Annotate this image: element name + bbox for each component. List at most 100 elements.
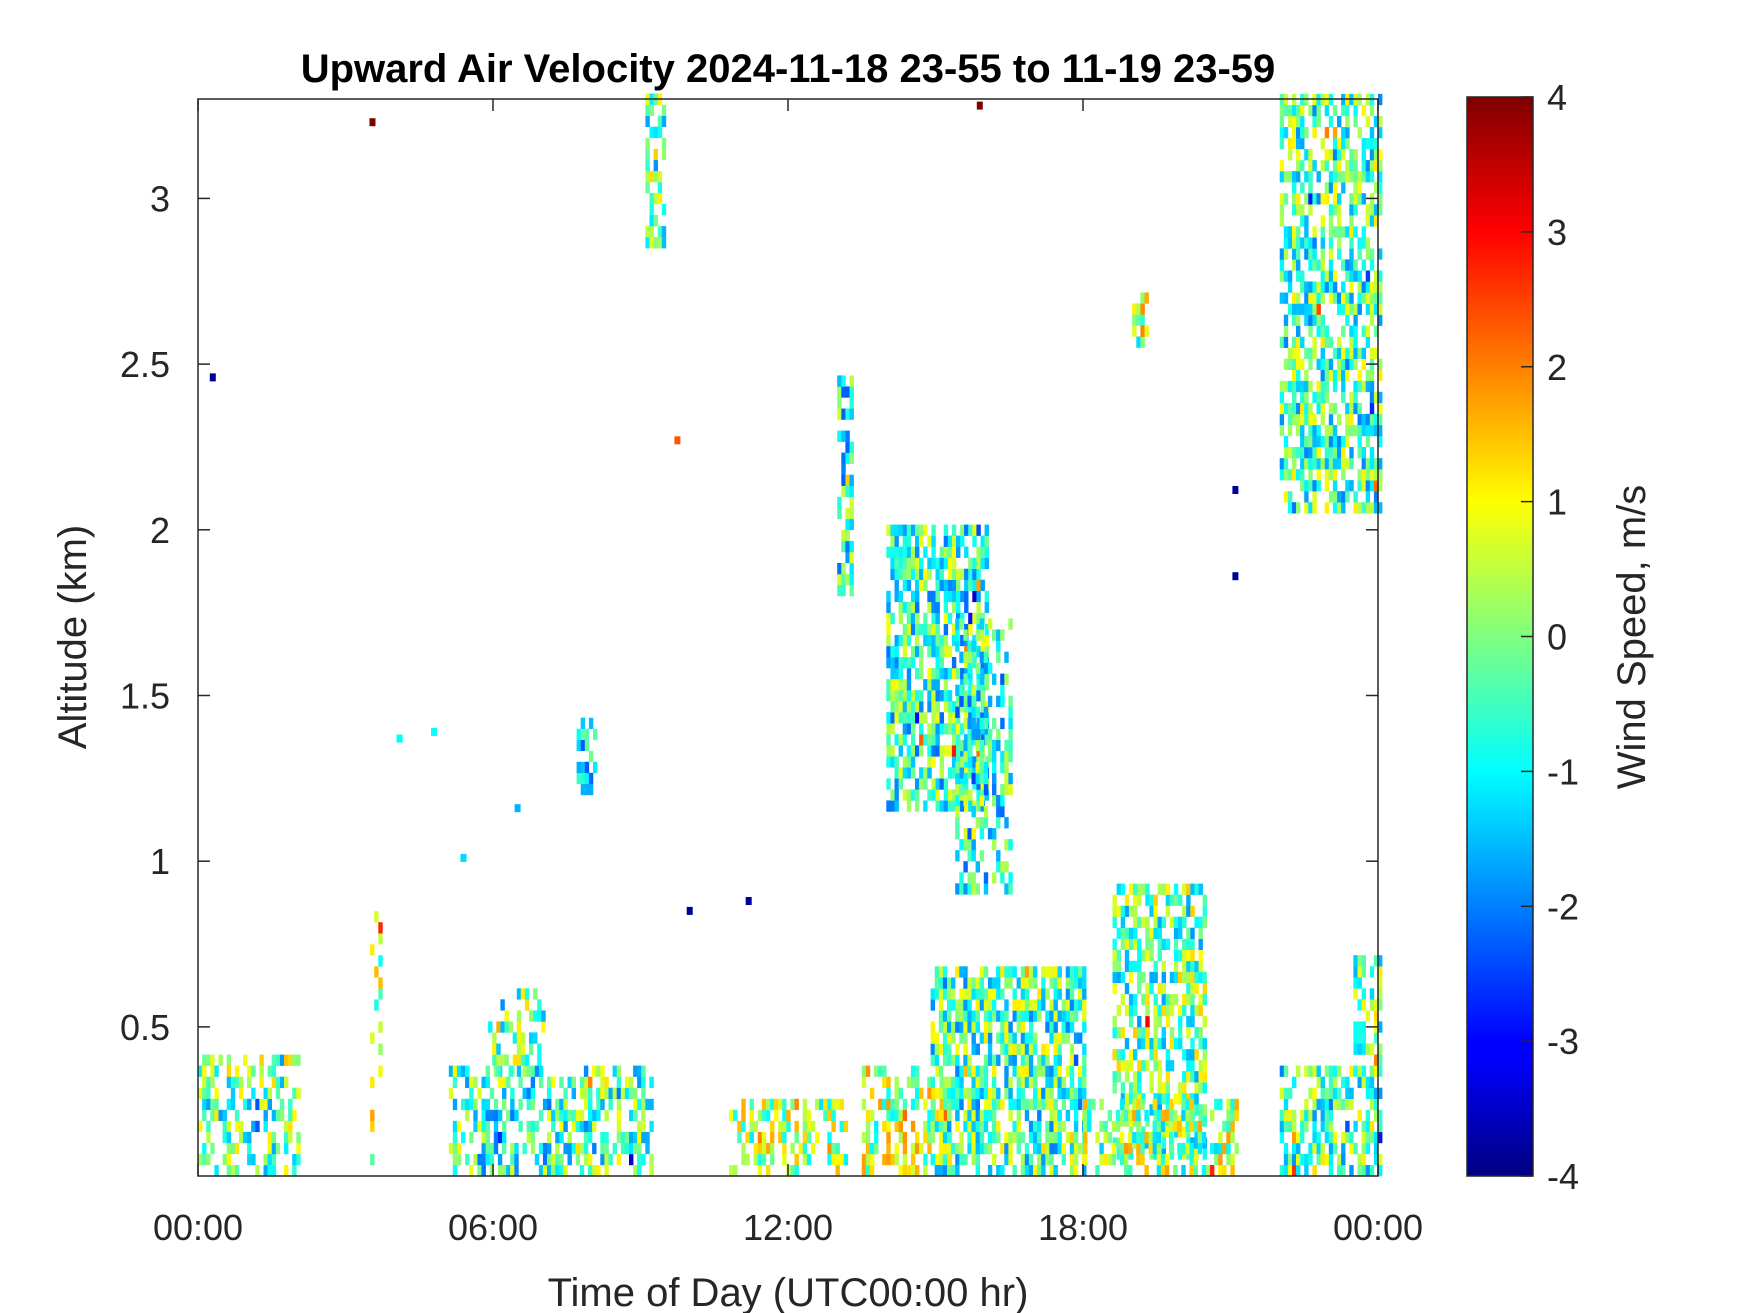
heatmap-cell bbox=[947, 646, 953, 658]
heatmap-cell bbox=[596, 1098, 601, 1111]
heatmap-cell bbox=[1210, 1165, 1215, 1177]
heatmap-cell bbox=[239, 1087, 244, 1099]
heatmap-cell bbox=[1078, 966, 1083, 978]
heatmap-cell bbox=[1178, 1027, 1183, 1039]
heatmap-cell bbox=[1320, 325, 1325, 337]
heatmap-cell bbox=[1328, 1153, 1334, 1166]
heatmap-cell bbox=[923, 546, 928, 558]
heatmap-cell bbox=[1349, 149, 1354, 161]
heatmap-cell bbox=[1353, 491, 1358, 503]
heatmap-cell bbox=[841, 375, 846, 387]
heatmap-cell bbox=[987, 828, 993, 840]
heatmap-cell bbox=[1345, 424, 1350, 437]
heatmap-cell bbox=[1178, 1016, 1183, 1028]
heatmap-cell bbox=[1065, 1109, 1071, 1122]
heatmap-cell bbox=[1312, 303, 1317, 315]
heatmap-cell bbox=[951, 767, 957, 779]
heatmap-cell bbox=[980, 535, 985, 547]
heatmap-cell bbox=[637, 1142, 642, 1155]
heatmap-cell bbox=[1337, 237, 1342, 249]
heatmap-cell bbox=[983, 1054, 989, 1066]
heatmap-cell bbox=[1353, 1032, 1358, 1044]
heatmap-cell bbox=[1190, 1071, 1195, 1083]
heatmap-cell bbox=[1004, 1043, 1009, 1055]
heatmap-cell bbox=[1004, 1131, 1009, 1144]
heatmap-cell bbox=[898, 568, 903, 580]
heatmap-cell bbox=[1186, 1027, 1191, 1039]
heatmap-cell bbox=[983, 662, 989, 674]
heatmap-cell bbox=[894, 778, 899, 790]
heatmap-cell bbox=[1037, 999, 1042, 1011]
heatmap-cell bbox=[979, 1032, 985, 1044]
heatmap-cell bbox=[886, 1087, 891, 1099]
y-tick-label: 1 bbox=[150, 841, 170, 882]
heatmap-cell bbox=[1279, 127, 1285, 139]
heatmap-cell bbox=[1369, 402, 1375, 415]
heatmap-cell bbox=[1133, 905, 1138, 917]
heatmap-point bbox=[1232, 572, 1239, 581]
heatmap-cell bbox=[996, 988, 1001, 1000]
heatmap-cell bbox=[930, 999, 935, 1011]
heatmap-cell bbox=[849, 375, 854, 387]
heatmap-cell bbox=[1016, 999, 1021, 1011]
heatmap-cell bbox=[1020, 977, 1026, 989]
heatmap-cell bbox=[533, 988, 538, 1000]
heatmap-cell bbox=[1205, 1165, 1211, 1177]
heatmap-cell bbox=[567, 1076, 572, 1088]
heatmap-cell bbox=[975, 1010, 980, 1022]
heatmap-cell bbox=[1136, 1153, 1141, 1166]
heatmap-cell bbox=[1041, 1142, 1046, 1155]
heatmap-cell bbox=[919, 712, 924, 724]
heatmap-cell bbox=[972, 535, 977, 547]
heatmap-cell bbox=[271, 1131, 277, 1144]
heatmap-cell bbox=[1320, 248, 1325, 260]
heatmap-cell bbox=[1373, 1065, 1379, 1077]
heatmap-cell bbox=[959, 1010, 964, 1022]
heatmap-cell bbox=[890, 712, 895, 724]
heatmap-cell bbox=[782, 1131, 787, 1144]
heatmap-cell bbox=[1000, 1098, 1005, 1111]
heatmap-cell bbox=[1332, 502, 1338, 514]
heatmap-cell bbox=[1296, 1065, 1301, 1077]
heatmap-cell bbox=[1000, 1043, 1005, 1055]
heatmap-cell bbox=[1349, 215, 1354, 227]
heatmap-cell bbox=[861, 1076, 867, 1088]
heatmap-cell bbox=[1078, 977, 1083, 989]
heatmap-cell bbox=[502, 1098, 507, 1111]
heatmap-cell bbox=[1133, 1027, 1138, 1039]
heatmap-cell bbox=[806, 1153, 812, 1166]
heatmap-cell bbox=[951, 557, 957, 569]
heatmap-cell bbox=[198, 1120, 203, 1133]
heatmap-cell bbox=[514, 1142, 519, 1155]
heatmap-cell bbox=[1332, 127, 1338, 139]
heatmap-cell bbox=[959, 618, 964, 630]
heatmap-cell bbox=[967, 988, 972, 1000]
heatmap-cell bbox=[1308, 193, 1313, 205]
heatmap-cell bbox=[267, 1142, 272, 1155]
heatmap-cell bbox=[661, 226, 667, 238]
heatmap-cell bbox=[845, 441, 850, 453]
heatmap-cell bbox=[497, 1153, 503, 1166]
heatmap-cell bbox=[1300, 447, 1305, 459]
heatmap-cell bbox=[538, 1142, 544, 1155]
heatmap-cell bbox=[533, 1032, 538, 1044]
heatmap-cell bbox=[806, 1131, 812, 1144]
heatmap-cell bbox=[827, 1098, 832, 1111]
heatmap-cell bbox=[902, 524, 908, 536]
heatmap-cell bbox=[938, 977, 944, 989]
heatmap-cell bbox=[1041, 1087, 1046, 1099]
heatmap-cell bbox=[1169, 1120, 1174, 1133]
heatmap-cell bbox=[923, 712, 928, 724]
heatmap-cell bbox=[1037, 1109, 1042, 1122]
heatmap-cell bbox=[1069, 1153, 1075, 1166]
heatmap-cell bbox=[979, 966, 985, 978]
heatmap-cell bbox=[518, 1098, 523, 1111]
heatmap-cell bbox=[1073, 1010, 1079, 1022]
heatmap-cell bbox=[1020, 966, 1026, 978]
heatmap-cell bbox=[865, 1142, 871, 1155]
heatmap-cell bbox=[902, 623, 908, 636]
heatmap-cell bbox=[247, 1153, 252, 1166]
heatmap-cell bbox=[955, 1054, 960, 1066]
heatmap-cell bbox=[588, 1087, 593, 1099]
heatmap-cell bbox=[1365, 1165, 1371, 1177]
